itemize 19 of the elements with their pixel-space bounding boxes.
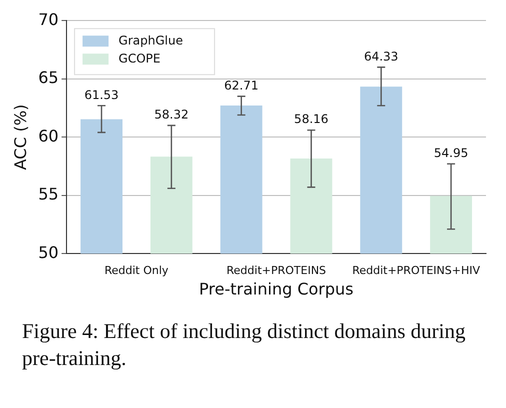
legend-label: GCOPE bbox=[118, 52, 161, 66]
y-tick-label: 70 bbox=[38, 10, 59, 29]
data-label: 58.32 bbox=[154, 108, 189, 122]
data-label: 54.95 bbox=[434, 146, 468, 160]
y-tick-label: 50 bbox=[38, 242, 59, 262]
data-label: 62.71 bbox=[224, 78, 259, 92]
data-label: 61.53 bbox=[84, 88, 119, 102]
legend-label: GraphGlue bbox=[118, 34, 183, 48]
x-tick-label: Reddit+PROTEINS bbox=[226, 264, 326, 278]
y-tick-label: 60 bbox=[38, 126, 59, 146]
data-label: 58.16 bbox=[294, 112, 328, 126]
y-tick-label: 55 bbox=[38, 184, 59, 204]
x-tick-label: Reddit Only bbox=[104, 264, 169, 278]
y-tick-label: 65 bbox=[38, 68, 59, 88]
x-axis-title: Pre-training Corpus bbox=[199, 280, 354, 299]
data-label: 64.33 bbox=[364, 49, 398, 64]
x-tick-label: Reddit+PROTEINS+HIV bbox=[352, 264, 480, 278]
caption: Figure 4: Effect of including distinct domains during pre-training. bbox=[22, 318, 466, 372]
y-axis-title: ACC (%) bbox=[10, 104, 30, 170]
